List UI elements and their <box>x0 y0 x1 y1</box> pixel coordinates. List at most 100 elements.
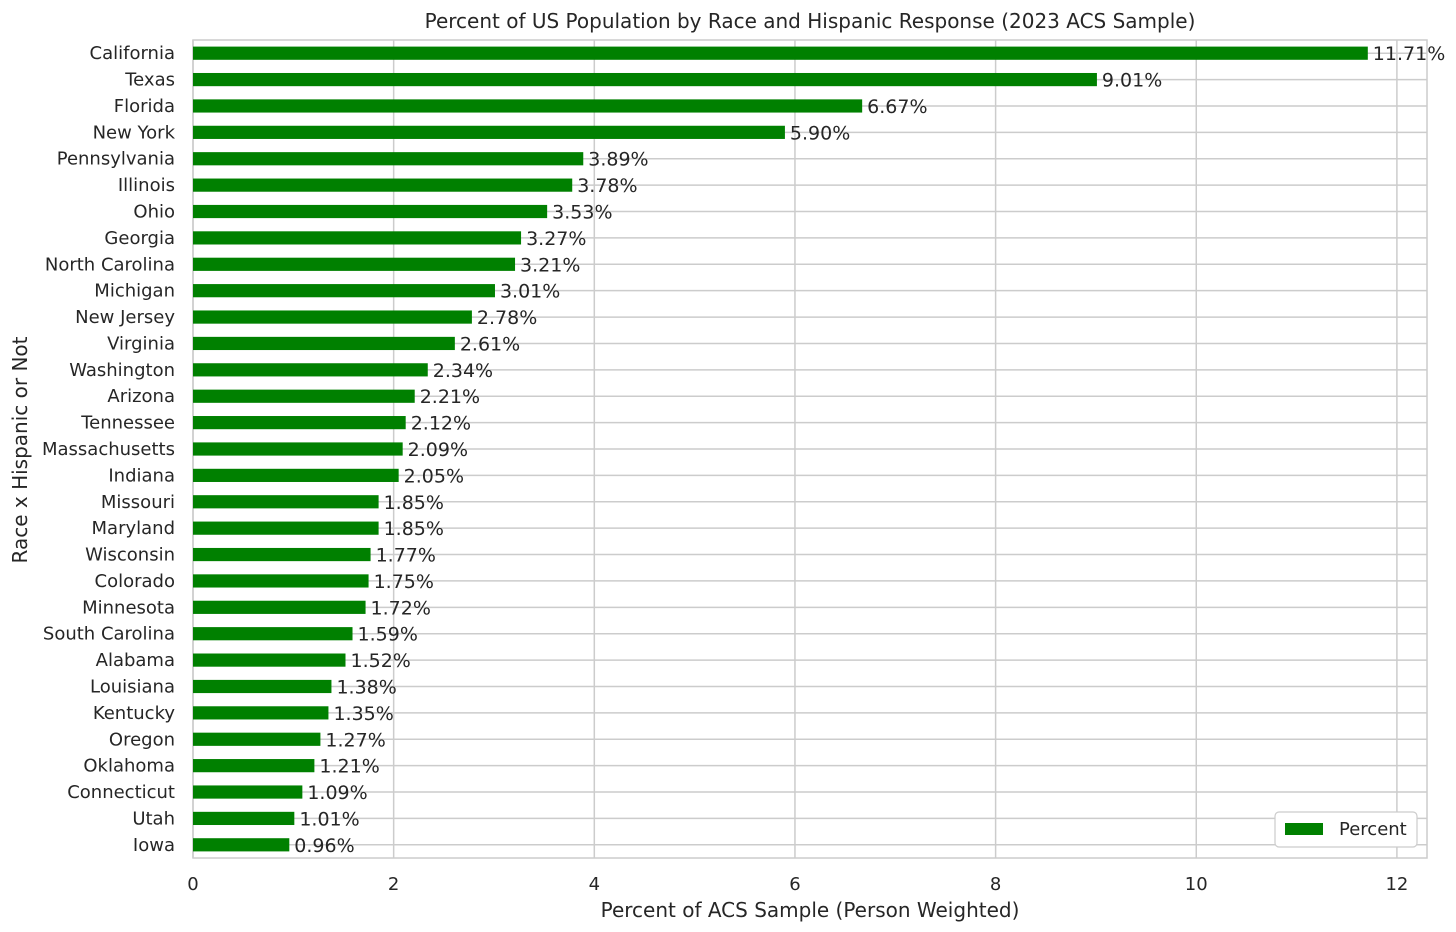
y-tick-label: Wisconsin <box>85 545 175 566</box>
y-tick-label: Arizona <box>107 386 175 407</box>
data-label: 3.78% <box>577 175 637 197</box>
bar-new-jersey <box>193 310 472 324</box>
data-label: 2.09% <box>408 439 468 461</box>
y-tick-label: Colorado <box>95 571 175 592</box>
y-tick-label: California <box>90 43 175 64</box>
data-label: 1.21% <box>319 756 379 778</box>
y-tick-label: Connecticut <box>67 782 175 803</box>
data-label: 3.27% <box>526 228 586 250</box>
data-label: 2.12% <box>411 413 471 435</box>
bar-new-york <box>193 125 785 139</box>
bar-georgia <box>193 231 522 245</box>
y-tick-label: Minnesota <box>82 597 175 618</box>
plot-area: 11.71% 9.01% 6.67% 5.90% 3.89% 3.78% 3.53% 3.27… <box>192 39 1445 859</box>
bars <box>193 46 1368 852</box>
bar-iowa <box>193 838 290 852</box>
y-tick-label: Michigan <box>94 281 175 302</box>
bar-maryland <box>193 521 379 535</box>
x-tick-label: 12 <box>1385 874 1408 895</box>
data-label: 3.89% <box>588 149 648 171</box>
data-label: 1.01% <box>299 808 359 830</box>
y-tick-label: Pennsylvania <box>57 149 175 170</box>
y-tick-label: Virginia <box>107 333 175 354</box>
bar-north-carolina <box>193 257 516 271</box>
data-label: 1.35% <box>333 703 393 725</box>
y-tick-label: Oregon <box>109 729 175 750</box>
data-label: 5.90% <box>790 122 850 144</box>
y-tick-label: Kentucky <box>93 703 176 724</box>
y-tick-labels: California Texas Florida New York Pennsylvan… <box>42 43 176 856</box>
y-tick-label: Illinois <box>118 175 175 196</box>
bar-minnesota <box>193 600 366 614</box>
bar-wisconsin <box>193 547 371 562</box>
data-label: 2.21% <box>420 386 480 408</box>
data-label: 1.27% <box>325 729 385 751</box>
x-tick-label: 4 <box>589 874 600 895</box>
legend-label: Percent <box>1339 819 1407 840</box>
y-tick-label: Tennessee <box>80 413 175 434</box>
bar-louisiana <box>193 679 332 694</box>
bar-texas <box>193 72 1097 87</box>
y-tick-label: Ohio <box>133 202 175 223</box>
data-label: 1.09% <box>307 782 367 804</box>
legend: Percent <box>1274 811 1418 848</box>
bar-virginia <box>193 336 455 351</box>
x-tick-label: 0 <box>187 874 198 895</box>
chart-title: Percent of US Population by Race and His… <box>425 9 1196 33</box>
data-labels: 11.71% 9.01% 6.67% 5.90% 3.89% 3.78% 3.53% 3.27… <box>294 43 1445 857</box>
bar-indiana <box>193 468 399 482</box>
y-tick-label: Indiana <box>108 465 175 486</box>
y-tick-label: Louisiana <box>90 676 175 697</box>
y-tick-label: Oklahoma <box>83 756 175 777</box>
y-tick-label: Iowa <box>133 835 175 856</box>
data-label: 1.38% <box>336 676 396 698</box>
x-tick-labels: 0 2 4 6 8 10 12 <box>187 874 1408 895</box>
y-tick-label: South Carolina <box>43 624 175 645</box>
y-tick-label: New York <box>93 122 176 143</box>
bar-washington <box>193 363 428 377</box>
bar-oregon <box>193 732 321 746</box>
data-label: 1.52% <box>350 650 410 672</box>
y-tick-label: North Carolina <box>45 254 175 275</box>
bar-tennessee <box>193 416 406 430</box>
x-tick-label: 6 <box>789 874 800 895</box>
bar-california <box>193 46 1368 60</box>
data-label: 3.01% <box>500 281 560 303</box>
data-label: 2.61% <box>460 333 520 355</box>
legend-box <box>1274 811 1418 848</box>
data-label: 1.75% <box>374 571 434 593</box>
x-tick-label: 8 <box>990 874 1001 895</box>
data-label: 1.77% <box>376 545 436 567</box>
y-tick-label: Utah <box>132 808 175 829</box>
data-label: 2.34% <box>433 360 493 382</box>
bar-arizona <box>193 389 415 403</box>
legend-swatch <box>1285 823 1323 835</box>
y-tick-label: Georgia <box>104 228 175 249</box>
data-label: 3.21% <box>520 254 580 276</box>
y-tick-label: Florida <box>114 96 175 117</box>
y-tick-label: Massachusetts <box>42 439 175 460</box>
bar-ohio <box>193 204 548 219</box>
y-tick-label: Alabama <box>96 650 175 671</box>
bar-utah <box>193 811 295 826</box>
data-label: 1.59% <box>358 624 418 646</box>
data-label: 2.78% <box>477 307 537 329</box>
y-axis-label: Race x Hispanic or Not <box>8 336 32 563</box>
data-label: 3.53% <box>552 202 612 224</box>
bar-oklahoma <box>193 759 315 773</box>
bar-alabama <box>193 653 346 667</box>
bar-colorado <box>193 574 369 588</box>
x-tick-label: 2 <box>388 874 399 895</box>
x-axis-label: Percent of ACS Sample (Person Weighted) <box>601 898 1020 922</box>
bar-kentucky <box>193 706 329 720</box>
data-label: 11.71% <box>1373 43 1445 65</box>
y-tick-label: Washington <box>69 360 175 381</box>
data-label: 0.96% <box>294 835 354 857</box>
data-label: 2.05% <box>404 465 464 487</box>
bar-michigan <box>193 284 495 298</box>
data-label: 6.67% <box>867 96 927 118</box>
x-tick-label: 10 <box>1185 874 1208 895</box>
data-label: 1.85% <box>384 492 444 514</box>
y-tick-label: Maryland <box>92 518 175 539</box>
